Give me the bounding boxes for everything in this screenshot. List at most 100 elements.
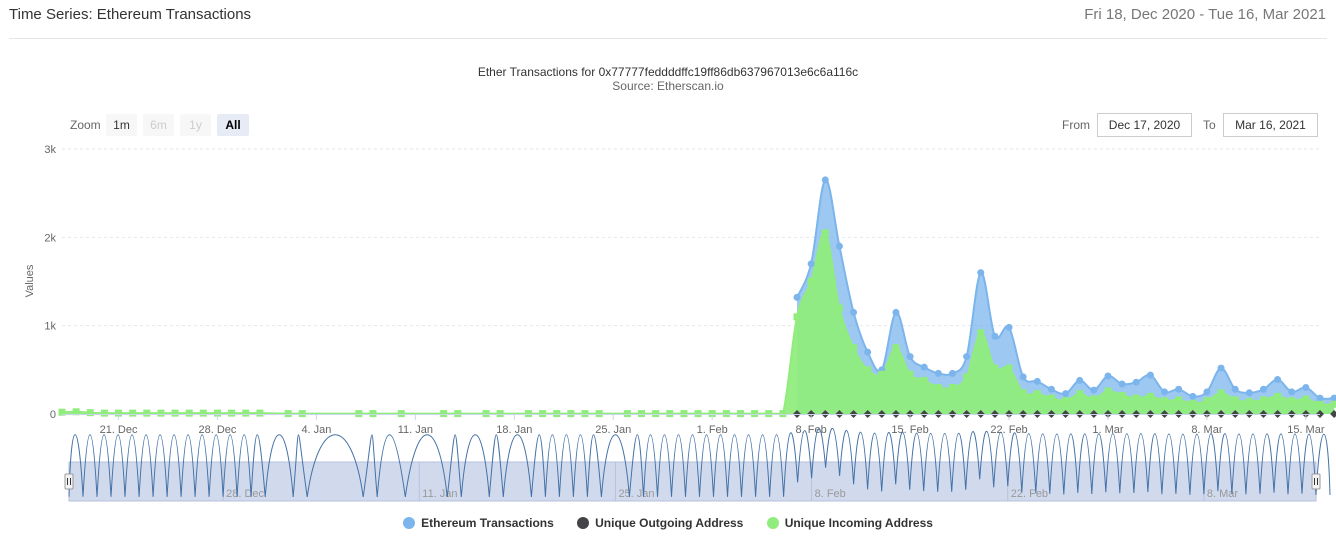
- data-point-incoming[interactable]: [623, 410, 631, 418]
- data-point-incoming[interactable]: [1047, 394, 1055, 402]
- data-point-incoming[interactable]: [86, 409, 94, 417]
- zoom-1y-button[interactable]: 1y: [180, 114, 211, 136]
- data-point-incoming[interactable]: [115, 409, 123, 417]
- data-point-incoming[interactable]: [1203, 397, 1211, 405]
- data-point-incoming[interactable]: [736, 410, 744, 418]
- data-point-incoming[interactable]: [1062, 397, 1070, 405]
- data-point-incoming[interactable]: [171, 409, 179, 417]
- data-point-incoming[interactable]: [991, 364, 999, 372]
- data-point-tx[interactable]: [1217, 364, 1225, 372]
- data-point-tx[interactable]: [1274, 376, 1282, 384]
- data-point-incoming[interactable]: [298, 410, 306, 418]
- zoom-all-button[interactable]: All: [217, 114, 249, 136]
- data-point-incoming[interactable]: [920, 376, 928, 384]
- data-point-tx[interactable]: [1175, 385, 1183, 393]
- data-point-incoming[interactable]: [496, 410, 504, 418]
- data-point-incoming[interactable]: [977, 329, 985, 337]
- data-point-outgoing[interactable]: [1330, 410, 1336, 418]
- data-point-incoming[interactable]: [1189, 399, 1197, 407]
- data-point-tx[interactable]: [1118, 380, 1126, 388]
- data-point-incoming[interactable]: [1033, 390, 1041, 398]
- data-point-tx[interactable]: [1132, 378, 1140, 386]
- data-point-tx[interactable]: [1231, 385, 1239, 393]
- data-point-tx[interactable]: [1203, 388, 1211, 396]
- data-point-incoming[interactable]: [567, 410, 575, 418]
- data-point-incoming[interactable]: [1330, 400, 1336, 408]
- data-point-tx[interactable]: [1259, 385, 1267, 393]
- data-point-incoming[interactable]: [850, 344, 858, 352]
- data-point-incoming[interactable]: [58, 408, 66, 416]
- navigator-mask[interactable]: [68, 461, 1317, 502]
- data-point-incoming[interactable]: [256, 409, 264, 417]
- data-point-tx[interactable]: [1330, 394, 1336, 402]
- legend-item-outgoing[interactable]: Unique Outgoing Address: [577, 516, 743, 530]
- data-point-tx[interactable]: [892, 308, 900, 316]
- data-point-incoming[interactable]: [821, 229, 829, 237]
- from-date-input[interactable]: Dec 17, 2020: [1097, 113, 1192, 137]
- data-point-incoming[interactable]: [793, 313, 801, 321]
- data-point-incoming[interactable]: [765, 410, 773, 418]
- data-point-incoming[interactable]: [213, 409, 221, 417]
- data-point-incoming[interactable]: [1316, 400, 1324, 408]
- data-point-tx[interactable]: [807, 260, 815, 268]
- data-point-incoming[interactable]: [779, 410, 787, 418]
- data-point-incoming[interactable]: [228, 409, 236, 417]
- data-point-incoming[interactable]: [369, 410, 377, 418]
- data-point-incoming[interactable]: [751, 410, 759, 418]
- data-point-tx[interactable]: [1090, 386, 1098, 394]
- data-point-incoming[interactable]: [482, 410, 490, 418]
- data-point-incoming[interactable]: [1090, 395, 1098, 403]
- data-point-tx[interactable]: [1302, 384, 1310, 391]
- data-point-incoming[interactable]: [595, 410, 603, 418]
- navigator-left-handle[interactable]: [64, 473, 74, 490]
- data-point-incoming[interactable]: [157, 409, 165, 417]
- data-point-incoming[interactable]: [1231, 396, 1239, 404]
- data-point-tx[interactable]: [1033, 377, 1041, 385]
- data-point-incoming[interactable]: [638, 410, 646, 418]
- data-point-tx[interactable]: [1104, 372, 1112, 380]
- data-point-tx[interactable]: [864, 348, 872, 356]
- data-point-incoming[interactable]: [199, 409, 207, 417]
- data-point-tx[interactable]: [1189, 392, 1197, 400]
- data-point-incoming[interactable]: [934, 384, 942, 391]
- data-point-incoming[interactable]: [72, 408, 80, 416]
- data-point-incoming[interactable]: [906, 370, 914, 378]
- data-point-tx[interactable]: [934, 369, 942, 377]
- zoom-1m-button[interactable]: 1m: [106, 114, 137, 136]
- data-point-incoming[interactable]: [963, 373, 971, 381]
- data-point-incoming[interactable]: [1005, 364, 1013, 372]
- data-point-incoming[interactable]: [143, 409, 151, 417]
- data-point-tx[interactable]: [793, 293, 801, 301]
- data-point-tx[interactable]: [920, 363, 928, 371]
- data-point-incoming[interactable]: [524, 410, 532, 418]
- data-point-incoming[interactable]: [1245, 398, 1253, 406]
- data-point-incoming[interactable]: [708, 410, 716, 418]
- data-point-tx[interactable]: [963, 353, 971, 361]
- data-point-tx[interactable]: [1161, 388, 1169, 396]
- data-point-tx[interactable]: [1047, 385, 1055, 393]
- data-point-incoming[interactable]: [1104, 387, 1112, 395]
- data-point-tx[interactable]: [1005, 323, 1013, 331]
- data-point-incoming[interactable]: [100, 409, 108, 417]
- data-point-incoming[interactable]: [1076, 390, 1084, 398]
- navigator-right-handle[interactable]: [1311, 473, 1321, 490]
- data-point-incoming[interactable]: [553, 410, 561, 418]
- data-point-incoming[interactable]: [652, 410, 660, 418]
- data-point-incoming[interactable]: [864, 366, 872, 374]
- data-point-incoming[interactable]: [1146, 392, 1154, 400]
- data-point-incoming[interactable]: [1288, 397, 1296, 405]
- data-point-incoming[interactable]: [440, 410, 448, 418]
- data-point-incoming[interactable]: [1019, 389, 1027, 397]
- data-point-incoming[interactable]: [948, 384, 956, 391]
- data-point-tx[interactable]: [1316, 394, 1324, 402]
- data-point-incoming[interactable]: [242, 409, 250, 417]
- data-point-incoming[interactable]: [1132, 394, 1140, 402]
- data-point-tx[interactable]: [1288, 388, 1296, 396]
- zoom-6m-button[interactable]: 6m: [143, 114, 174, 136]
- data-point-tx[interactable]: [850, 308, 858, 316]
- data-point-incoming[interactable]: [666, 410, 674, 418]
- data-point-incoming[interactable]: [1259, 396, 1267, 404]
- data-point-tx[interactable]: [1245, 389, 1253, 397]
- data-point-tx[interactable]: [1019, 373, 1027, 381]
- data-point-incoming[interactable]: [454, 410, 462, 418]
